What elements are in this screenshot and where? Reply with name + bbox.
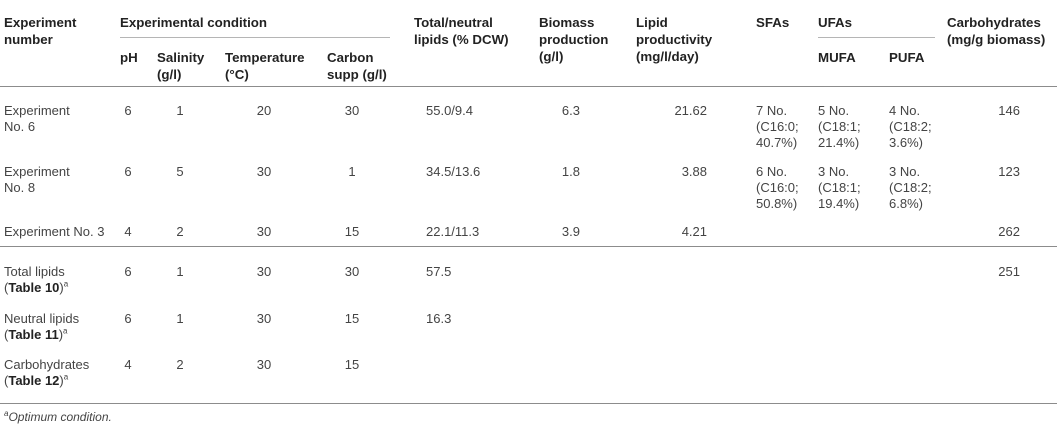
header-ufas-rule (818, 37, 935, 38)
header-biomass: Biomass production (g/l) (539, 15, 609, 64)
header-salinity: Salinity (g/l) (157, 50, 205, 82)
cell-lipids: 22.1/11.3 (426, 224, 480, 239)
cell-lipids: 57.5 (426, 264, 452, 279)
cell-salinity: 5 (176, 164, 184, 179)
header-ufas: UFAs (818, 15, 852, 30)
cell-temperature: 30 (256, 224, 272, 239)
row-label: Carbohydrates (Table 12)a (4, 357, 90, 388)
row-label: Experiment No. 6 (4, 103, 70, 134)
header-carbon: Carbon supp (g/l) (327, 50, 387, 82)
cell-carbon: 15 (344, 311, 360, 326)
table-bottom-rule (0, 403, 1057, 404)
cell-temperature: 20 (256, 103, 272, 118)
cell-productivity: 4.21 (681, 224, 707, 239)
header-carbohydrates: Carbohydrates (mg/g biomass) (947, 15, 1046, 47)
header-mufa: MUFA (818, 50, 856, 65)
cell-biomass: 6.3 (561, 103, 580, 118)
cell-ph: 4 (124, 357, 132, 372)
section-rule (0, 246, 1057, 247)
cell-carbon: 1 (348, 164, 356, 179)
cell-salinity: 1 (176, 311, 184, 326)
row-label: Experiment No. 3 (4, 224, 105, 239)
header-pufa: PUFA (889, 50, 925, 65)
cell-carbohydrates: 146 (998, 103, 1020, 118)
cell-biomass: 3.9 (561, 224, 580, 239)
cell-productivity: 3.88 (681, 164, 707, 179)
header-total-neutral-lipids: Total/neutral lipids (% DCW) (414, 15, 509, 47)
header-bottom-rule (0, 86, 1057, 87)
row-label: Experiment No. 8 (4, 164, 70, 195)
cell-temperature: 30 (256, 264, 272, 279)
cell-carbohydrates: 251 (998, 264, 1020, 279)
cell-ph: 6 (124, 264, 132, 279)
cell-salinity: 1 (176, 264, 184, 279)
cell-temperature: 30 (256, 164, 272, 179)
cell-carbohydrates: 123 (998, 164, 1020, 179)
cell-carbohydrates: 262 (998, 224, 1020, 239)
cell-pufa: 4 No. (C18:2; 3.6%) (889, 103, 932, 150)
cell-temperature: 30 (256, 311, 272, 326)
cell-salinity: 2 (176, 357, 184, 372)
cell-carbon: 30 (344, 103, 360, 118)
header-condition-rule (120, 37, 390, 38)
cell-carbon: 15 (344, 357, 360, 372)
cell-temperature: 30 (256, 357, 272, 372)
cell-sfa: 7 No. (C16:0; 40.7%) (756, 103, 799, 150)
cell-pufa: 3 No. (C18:2; 6.8%) (889, 164, 932, 211)
cell-ph: 6 (124, 164, 132, 179)
cell-salinity: 1 (176, 103, 184, 118)
cell-carbon: 30 (344, 264, 360, 279)
cell-ph: 6 (124, 311, 132, 326)
header-experimental-condition: Experimental condition (120, 15, 268, 30)
cell-ph: 4 (124, 224, 132, 239)
header-ph: pH (120, 50, 138, 65)
cell-salinity: 2 (176, 224, 184, 239)
header-temperature: Temperature (°C) (225, 50, 305, 82)
header-lipid-productivity: Lipid productivity (mg/l/day) (636, 15, 713, 64)
header-experiment-number: Experiment number (4, 15, 77, 47)
cell-sfa: 6 No. (C16:0; 50.8%) (756, 164, 799, 211)
cell-mufa: 3 No. (C18:1; 19.4%) (818, 164, 861, 211)
footnote: aOptimum condition. (4, 409, 112, 425)
cell-ph: 6 (124, 103, 132, 118)
header-sfas: SFAs (756, 15, 790, 30)
row-label: Neutral lipids (Table 11)a (4, 311, 80, 342)
cell-mufa: 5 No. (C18:1; 21.4%) (818, 103, 861, 150)
row-label: Total lipids (Table 10)a (4, 264, 69, 295)
cell-biomass: 1.8 (561, 164, 580, 179)
cell-lipids: 34.5/13.6 (426, 164, 481, 179)
cell-lipids: 16.3 (426, 311, 452, 326)
cell-productivity: 21.62 (674, 103, 707, 118)
cell-lipids: 55.0/9.4 (426, 103, 473, 118)
cell-carbon: 15 (344, 224, 360, 239)
